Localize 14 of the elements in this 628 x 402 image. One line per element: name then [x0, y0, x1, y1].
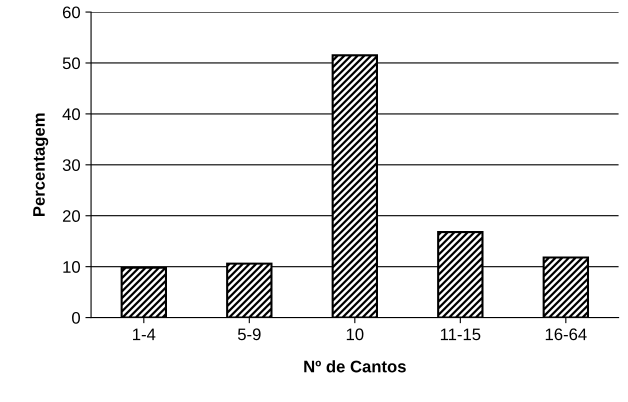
- y-tick-label: 50: [62, 57, 80, 70]
- x-tick-label: 5-9: [238, 328, 261, 340]
- y-tick-label: 10: [63, 261, 80, 273]
- y-tick-label: 0: [72, 312, 80, 324]
- y-tick-label: 30: [62, 159, 80, 172]
- x-tick-label: 1-4: [133, 328, 156, 340]
- x-tick-label: 16-64: [546, 328, 587, 340]
- y-tick-label: 40: [62, 108, 80, 120]
- x-tick-label: 10: [346, 328, 364, 340]
- y-tick-label: 20: [62, 210, 80, 222]
- y-tick-label: 60: [62, 6, 80, 18]
- x-axis-title: Nº de Cantos: [304, 360, 406, 372]
- x-tick-label: 11-15: [440, 328, 480, 340]
- y-axis-title: Percentagem: [33, 114, 48, 216]
